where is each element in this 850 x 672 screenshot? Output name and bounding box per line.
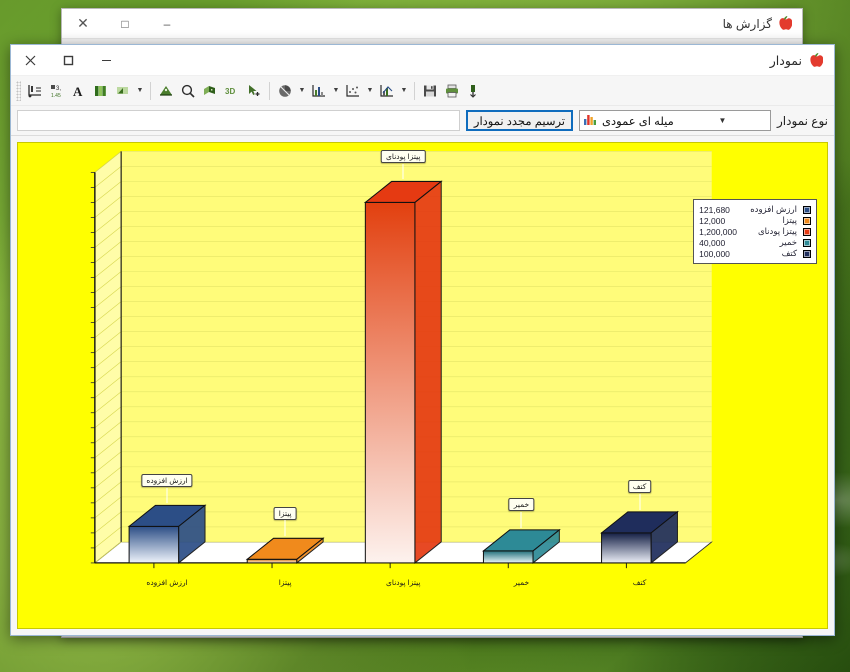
legend-color-swatch — [803, 216, 811, 225]
apple-icon — [778, 16, 793, 31]
reports-close-button[interactable]: ✕ — [77, 15, 89, 31]
chart-type-label: نوع نمودار — [777, 113, 828, 128]
perspective-icon[interactable] — [199, 80, 221, 102]
x-axis-tick-label: ارزش افزوده — [146, 577, 188, 587]
scatter-chart-icon[interactable] — [342, 80, 364, 102]
legend-item[interactable]: پیتزا پودنای 1,200,000 — [699, 226, 811, 237]
legend-item-label: پیتزا پودنای — [757, 226, 797, 236]
legend-item[interactable]: خمیر 40,000 — [699, 237, 811, 248]
reports-minimize-button[interactable]: – — [163, 16, 171, 31]
legend-item-value: 121,680 — [699, 204, 730, 215]
three-d-icon[interactable]: 3D — [221, 80, 243, 102]
pie-chart-icon[interactable] — [274, 80, 296, 102]
legend-item-value: 40,000 — [699, 237, 726, 248]
legend-color-swatch — [803, 249, 811, 258]
toolbar-separator — [150, 81, 151, 100]
toolbar-separator — [414, 81, 415, 100]
pointer-add-icon[interactable] — [243, 80, 265, 102]
reports-maximize-button[interactable]: □ — [121, 16, 129, 31]
data-label-callout: کتف — [627, 480, 652, 494]
chart-window[interactable]: نمودار — [10, 44, 835, 636]
legend-item-label: خمیر — [779, 237, 797, 247]
mixed-chart-dropdown-arrow-icon[interactable]: ▼ — [400, 87, 408, 94]
chart-type-select[interactable]: ▼ میله ای عمودی — [579, 110, 772, 131]
export-icon[interactable] — [463, 80, 485, 102]
pie-chart-dropdown-arrow-icon[interactable]: ▼ — [298, 87, 306, 94]
toolbar-grip[interactable] — [16, 80, 21, 101]
x-axis-tick-label: خمیر — [513, 577, 530, 587]
zoom-icon[interactable] — [177, 80, 199, 102]
print-icon[interactable] — [441, 80, 463, 102]
chart-window-title: نمودار — [769, 53, 802, 68]
options-bar-filler[interactable] — [17, 110, 460, 131]
legend-item-label: پیتزا — [782, 215, 797, 225]
close-button[interactable] — [11, 45, 49, 76]
reports-window-titlebar[interactable]: گزارش ها – □ ✕ — [62, 9, 802, 39]
data-label-leader-line — [284, 520, 286, 537]
number-format-icon[interactable]: 3, 1.45 — [46, 80, 68, 102]
mixed-chart-icon[interactable] — [376, 80, 398, 102]
y-axis-labels: 1,300,0001,250,0001,200,0001,150,0001,10… — [18, 143, 90, 628]
chart-toolbar: 3, 1.45 A — [11, 76, 834, 106]
x-axis-tick-label: پیتزا — [278, 577, 292, 587]
reports-window-controls: – □ ✕ — [62, 9, 188, 39]
chart-legend[interactable]: ارزش افزوده 121,680 پیتزا 12,000 پیتزا پودنا… — [693, 199, 817, 264]
chart-title-group: نمودار — [769, 52, 834, 68]
chevron-down-icon[interactable]: ▼ — [718, 116, 727, 125]
svg-text:A: A — [73, 84, 83, 99]
data-label-callout: پیتزا پودنای — [381, 149, 426, 163]
data-label-callout: خمیر — [508, 498, 535, 512]
x-axis-tick-label: پیتزا پودنای — [386, 577, 421, 587]
apple-icon — [809, 52, 824, 68]
legend-color-swatch — [803, 205, 811, 214]
bar-chart-mini-icon — [584, 113, 597, 128]
legend-item[interactable]: کتف 100,000 — [699, 248, 811, 259]
chart-window-controls — [11, 45, 125, 76]
chart-options-bar: نوع نمودار ▼ میله ای عمودی ترسیم مجدد نم… — [11, 106, 834, 136]
legend-item-value: 12,000 — [699, 215, 726, 226]
legend-item-value: 1,200,000 — [699, 226, 737, 237]
chart-type-value: میله ای عمودی — [602, 115, 674, 128]
legend-item-value: 100,000 — [699, 248, 730, 259]
x-axis-tick-label: کتف — [632, 577, 647, 587]
minimize-button[interactable] — [87, 45, 125, 76]
chart-canvas[interactable]: نمودار جزییات فروش — [17, 142, 828, 629]
rotate-icon[interactable] — [155, 80, 177, 102]
font-icon[interactable]: A — [68, 80, 90, 102]
chart-canvas-wrapper: نمودار جزییات فروش — [11, 136, 834, 635]
bar-chart-icon[interactable] — [308, 80, 330, 102]
legend-item[interactable]: پیتزا 12,000 — [699, 215, 811, 226]
svg-text:3D: 3D — [225, 87, 235, 96]
legend-item-label: ارزش افزوده — [750, 204, 797, 214]
save-icon[interactable] — [419, 80, 441, 102]
legend-color-swatch — [803, 238, 811, 247]
bar-chart-dropdown-arrow-icon[interactable]: ▼ — [332, 87, 340, 94]
data-label-leader-line — [639, 494, 640, 510]
reports-title-group: گزارش ها — [723, 16, 802, 31]
data-label-leader-line — [166, 487, 168, 504]
palette-icon[interactable] — [90, 80, 112, 102]
maximize-button[interactable] — [49, 45, 87, 76]
fill-color-dropdown-arrow-icon[interactable]: ▼ — [136, 87, 144, 94]
data-label-leader-line — [402, 163, 404, 180]
toolbar-separator — [269, 81, 270, 100]
legend-item-label: کتف — [781, 248, 797, 258]
legend-color-swatch — [803, 227, 811, 236]
svg-text:3,: 3, — [56, 86, 61, 92]
svg-text:1.45: 1.45 — [51, 93, 61, 99]
fill-color-icon[interactable] — [112, 80, 134, 102]
redraw-chart-button[interactable]: ترسیم مجدد نمودار — [465, 110, 574, 131]
chart-plot-svg — [90, 150, 713, 569]
align-chart-icon[interactable] — [24, 80, 46, 102]
legend-item[interactable]: ارزش افزوده 121,680 — [699, 204, 811, 215]
data-label-callout: پیتزا — [273, 506, 297, 520]
data-label-callout: ارزش افزوده — [141, 473, 193, 487]
reports-window-title: گزارش ها — [722, 16, 772, 31]
scatter-chart-dropdown-arrow-icon[interactable]: ▼ — [366, 87, 374, 94]
data-label-leader-line — [520, 512, 522, 528]
chart-window-titlebar[interactable]: نمودار — [11, 45, 834, 76]
